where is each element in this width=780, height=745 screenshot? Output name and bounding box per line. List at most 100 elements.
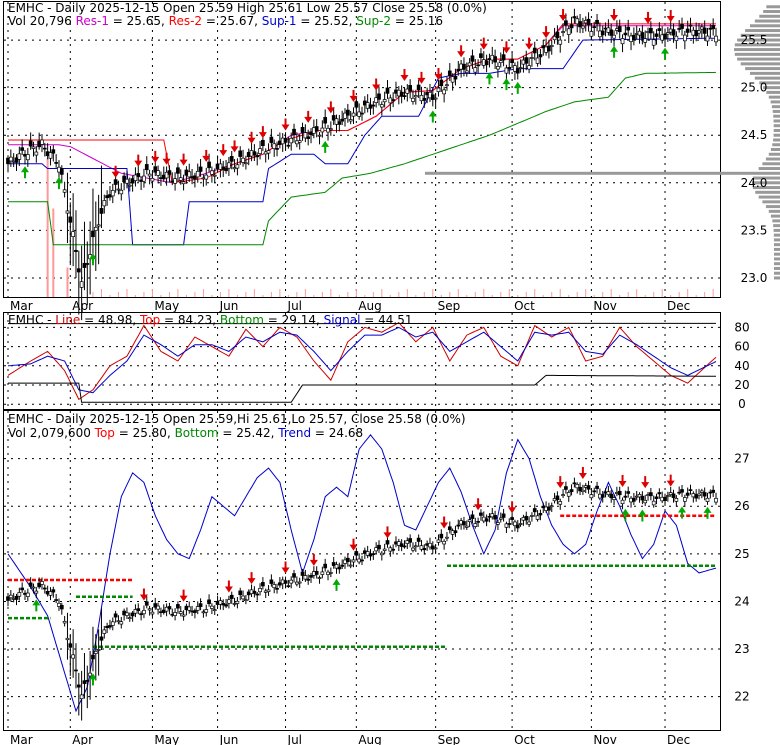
- volume-profile-bar: [773, 133, 780, 137]
- candle-body: [125, 612, 129, 616]
- candle-body: [496, 66, 500, 70]
- candle-body: [340, 564, 345, 567]
- candle-body: [57, 602, 61, 607]
- candle-body: [569, 489, 574, 493]
- candle-body: [476, 520, 480, 523]
- sell-arrow: [281, 118, 290, 131]
- candle-body: [244, 162, 248, 165]
- candle-body: [269, 136, 274, 143]
- candle-body: [297, 581, 302, 584]
- header-part: = 25.52,: [297, 14, 357, 28]
- x-tick-label: Nov: [593, 299, 616, 313]
- candle-body: [210, 605, 214, 609]
- candle-body: [212, 174, 217, 177]
- candle-body: [657, 492, 662, 495]
- candle-body: [119, 621, 124, 625]
- candle-body: [130, 612, 135, 617]
- candle-body: [25, 592, 30, 597]
- candle-body: [501, 54, 506, 61]
- buy-arrow: [703, 506, 712, 519]
- candle-body: [462, 521, 466, 526]
- volume-profile-bar: [740, 33, 780, 37]
- header-part: = 44.51: [360, 313, 412, 327]
- volume-profile-bar: [773, 124, 780, 128]
- candle-body: [150, 177, 155, 182]
- candle-body: [705, 35, 710, 42]
- x-tick-label: Sep: [438, 299, 461, 313]
- candle-body: [617, 490, 622, 496]
- y-tick-label: 27: [734, 452, 749, 466]
- volume-profile-bar: [765, 157, 780, 161]
- candle-body: [467, 519, 472, 523]
- header-part: = 25.67,: [202, 14, 262, 28]
- candle-body: [413, 545, 418, 548]
- candle-body: [493, 515, 497, 520]
- volume-profile-bar: [752, 176, 780, 180]
- candle-body: [445, 536, 449, 539]
- osc-line: [7, 321, 717, 401]
- volume-profile-bar: [774, 271, 780, 275]
- volume-profile-bar: [745, 29, 780, 33]
- candle-body: [42, 147, 47, 150]
- candle-body: [473, 523, 478, 527]
- x-tick-label: Aug: [358, 733, 381, 745]
- candle-body: [473, 67, 478, 73]
- sell-arrow: [202, 149, 211, 162]
- candle-body: [96, 649, 101, 651]
- candle-body: [31, 586, 36, 589]
- candle-body: [125, 178, 129, 184]
- volume-profile-bar: [773, 238, 780, 242]
- candle-body: [82, 262, 87, 268]
- candle-body: [241, 157, 245, 163]
- candle-body: [445, 84, 449, 87]
- candle-body: [178, 611, 183, 614]
- candle-body: [575, 484, 580, 489]
- candle-body: [643, 38, 648, 43]
- oscillator-panel: 80 60 40 20 0: [4, 313, 750, 411]
- candle-body: [680, 489, 684, 493]
- candle-body: [549, 505, 554, 508]
- candle-body: [433, 97, 438, 100]
- candle-body: [663, 33, 667, 40]
- sell-arrow: [417, 71, 426, 84]
- header-part: Signal: [324, 313, 361, 327]
- candle-body: [430, 545, 435, 550]
- candle-body: [515, 68, 520, 74]
- candle-body: [238, 590, 243, 596]
- buy-arrow: [428, 110, 437, 123]
- y-tick-label: 40: [734, 359, 749, 373]
- volume-profile-bar: [773, 252, 780, 256]
- candle-body: [37, 582, 42, 588]
- candle-body: [467, 62, 472, 67]
- candle-body: [195, 606, 200, 611]
- candle-body: [476, 64, 480, 67]
- candle-body: [507, 66, 512, 70]
- candle-body: [181, 181, 186, 185]
- candle-body: [255, 593, 260, 596]
- volume-profile-bar: [773, 119, 780, 123]
- candle-body: [207, 599, 211, 605]
- buy-arrow: [610, 45, 619, 58]
- candle-body: [229, 156, 234, 162]
- candle-body: [606, 491, 611, 496]
- candle-body: [433, 547, 438, 550]
- candle-body: [345, 109, 350, 116]
- x-tick-label: Jul: [287, 733, 302, 745]
- line-sup-1: [8, 37, 716, 246]
- candle-body: [561, 494, 565, 496]
- candle-body: [374, 97, 379, 103]
- buy-arrow: [332, 578, 341, 591]
- candle-body: [620, 499, 625, 505]
- candle-body: [14, 595, 19, 600]
- candle-body: [654, 33, 659, 37]
- header-part: = 25.16: [391, 14, 443, 28]
- candle-body: [31, 146, 36, 149]
- header-part: = 24.68: [311, 426, 363, 440]
- volume-profile-bar: [772, 143, 780, 147]
- candle-body: [564, 486, 568, 490]
- volume-profile-bar: [770, 214, 780, 218]
- candle-body: [34, 590, 39, 594]
- candle-body: [360, 559, 364, 562]
- sell-arrow: [179, 589, 188, 602]
- y-tick-label: 0: [738, 397, 746, 411]
